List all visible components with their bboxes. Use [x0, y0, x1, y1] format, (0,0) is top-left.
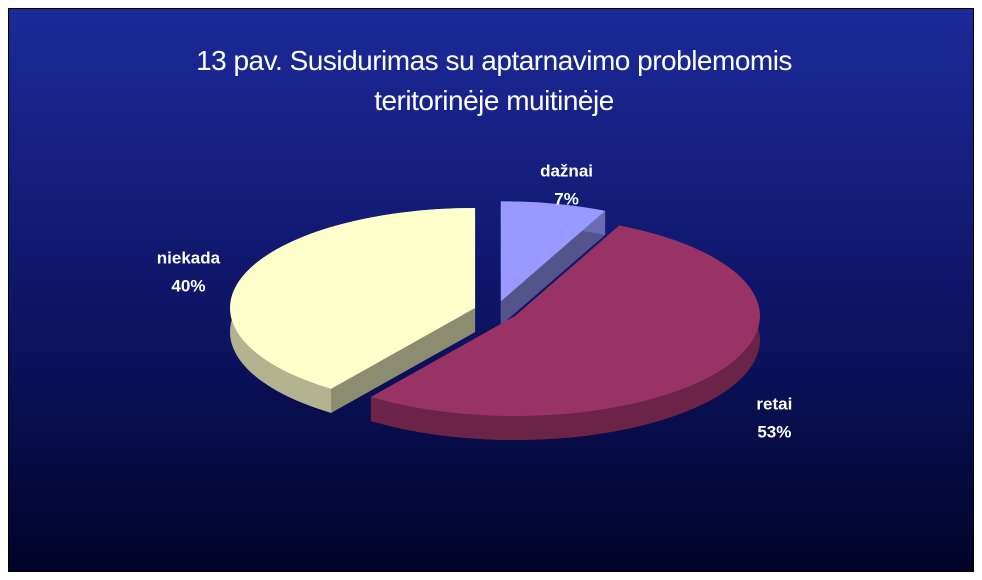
- slice-label: retai: [756, 395, 792, 414]
- slice-value-label: 40%: [171, 276, 205, 295]
- slice-value-label: 53%: [757, 423, 791, 442]
- slice-value-label: 7%: [554, 190, 579, 209]
- chart-title: 13 pav. Susidurimas su aptarnavimo probl…: [196, 45, 792, 116]
- pie-area: dažnai 7% retai 53% niekada 40%: [157, 162, 793, 442]
- pie-side: [370, 225, 760, 441]
- slice-label: dažnai: [540, 162, 593, 181]
- pie-slice: [370, 225, 760, 417]
- pie-side: [331, 307, 476, 413]
- pie-slice: [230, 207, 476, 389]
- pie-slice: [500, 201, 606, 302]
- slice-label: niekada: [157, 248, 221, 267]
- chart: 13 pav. Susidurimas su aptarnavimo probl…: [8, 8, 974, 572]
- pie-side: [500, 210, 606, 326]
